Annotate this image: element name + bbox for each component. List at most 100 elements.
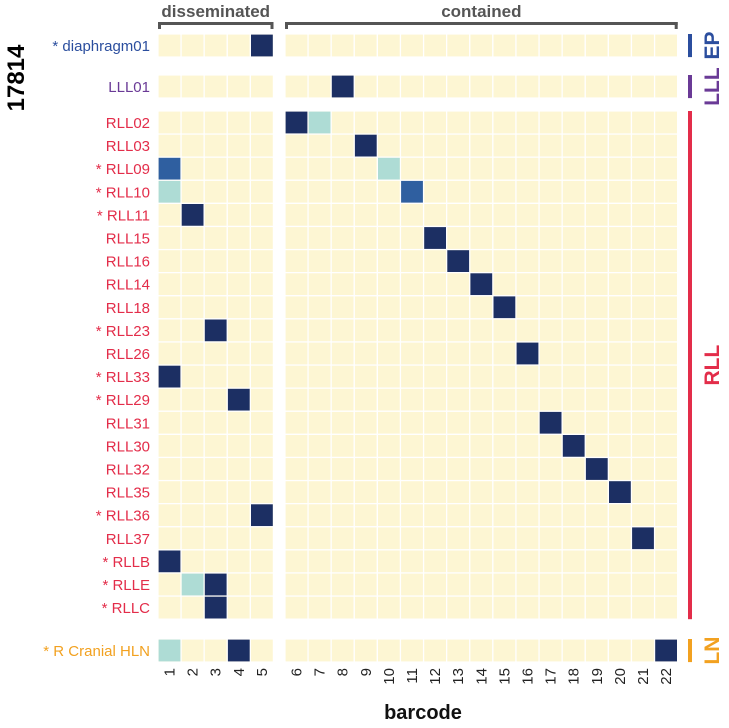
heatmap-cell-bg	[226, 341, 251, 366]
heatmap-cell-bg	[607, 133, 633, 158]
heatmap-cell-bg	[376, 110, 401, 135]
heatmap-cell-bg	[630, 572, 656, 597]
heatmap-cell-bg	[561, 638, 586, 663]
heatmap-cell-bg	[469, 410, 494, 435]
heatmap-cell-bg	[538, 595, 563, 620]
heatmap-cell-bg	[353, 387, 378, 412]
heatmap-cell-bg	[469, 480, 494, 505]
heatmap-cell-bg	[584, 595, 609, 620]
heatmap-cell-bg	[423, 341, 448, 366]
heatmap-cell-bg	[653, 433, 679, 458]
heatmap-cell-bg	[538, 364, 563, 389]
heatmap-cell-bg	[492, 179, 517, 204]
heatmap-cell-bg	[561, 410, 586, 435]
heatmap-cell-bg	[607, 549, 633, 574]
heatmap-cell-bg	[653, 595, 679, 620]
heatmap-cell-bg	[284, 638, 309, 663]
heatmap-cell-bg	[203, 480, 228, 505]
heatmap-cell-bg	[584, 74, 609, 99]
heatmap-cell-bg	[446, 595, 471, 620]
row-label: * RLL10	[96, 184, 150, 201]
heatmap-cell-bg	[446, 410, 471, 435]
heatmap-cell-bg	[584, 480, 609, 505]
row-label: RLL35	[106, 485, 150, 502]
heatmap-cell-bg	[330, 480, 355, 505]
heatmap-cell-bg	[423, 433, 448, 458]
heatmap-cell-bg	[157, 33, 182, 58]
heatmap-cell-bg	[226, 318, 251, 343]
heatmap-cell-bg	[630, 503, 656, 528]
heatmap-cell-bg	[249, 387, 274, 412]
heatmap-cell-bg	[353, 526, 378, 551]
heatmap-cell-high	[424, 227, 446, 249]
heatmap-cell-bg	[630, 179, 656, 204]
heatmap-cell-bg	[399, 341, 425, 366]
heatmap-cell-bg	[399, 225, 425, 251]
heatmap-cell-bg	[653, 110, 679, 135]
heatmap-cell-bg	[249, 249, 274, 274]
heatmap-cell-bg	[226, 480, 251, 505]
heatmap-cell-bg	[226, 595, 251, 620]
heatmap-cell-bg	[249, 341, 274, 366]
heatmap-cell-bg	[446, 456, 471, 482]
row-label: RLL18	[106, 300, 150, 317]
group-bar-EP	[688, 34, 692, 58]
heatmap-cell-bg	[226, 572, 251, 597]
x-tick-label: 18	[566, 668, 583, 685]
heatmap-cell-bg	[330, 272, 355, 297]
heatmap-cell-bg	[353, 225, 378, 251]
heatmap-cell-bg	[180, 341, 205, 366]
heatmap-cell-high	[470, 273, 493, 296]
heatmap-cell-bg	[157, 225, 182, 251]
panel-title-contained: contained	[441, 2, 521, 21]
heatmap-cell-bg	[376, 318, 401, 343]
heatmap-cell-bg	[353, 341, 378, 366]
heatmap-cell-bg	[630, 433, 656, 458]
heatmap-cell-bg	[307, 456, 332, 482]
heatmap-cell-bg	[630, 318, 656, 343]
heatmap-cell-low	[378, 157, 400, 180]
heatmap-cell-bg	[561, 595, 586, 620]
heatmap-cell-bg	[630, 341, 656, 366]
heatmap-cell-bg	[584, 110, 609, 135]
heatmap-cell-bg	[376, 225, 401, 251]
heatmap-cell-bg	[561, 549, 586, 574]
heatmap-cell-bg	[157, 318, 182, 343]
heatmap-cell-bg	[538, 638, 563, 663]
heatmap-cell-bg	[180, 110, 205, 135]
heatmap-cell-bg	[584, 249, 609, 274]
heatmap-cell-bg	[584, 364, 609, 389]
heatmap-cell-bg	[653, 202, 679, 227]
heatmap-cell-bg	[330, 33, 355, 58]
x-tick-label: 5	[254, 668, 271, 676]
heatmap-cell-bg	[330, 156, 355, 181]
heatmap-cell-bg	[607, 503, 633, 528]
heatmap-cell-bg	[607, 456, 633, 482]
heatmap-cell-bg	[515, 503, 540, 528]
heatmap-cell-bg	[469, 249, 494, 274]
heatmap-cell-bg	[203, 638, 228, 663]
heatmap-cell-bg	[353, 74, 378, 99]
heatmap-cell-bg	[584, 572, 609, 597]
heatmap-cell-bg	[561, 341, 586, 366]
heatmap-cell-bg	[538, 387, 563, 412]
heatmap-cell-bg	[446, 133, 471, 158]
heatmap-cell-bg	[446, 387, 471, 412]
heatmap-cell-bg	[538, 156, 563, 181]
heatmap-cell-bg	[353, 503, 378, 528]
heatmap-cell-bg	[607, 433, 633, 458]
heatmap-cell-bg	[180, 638, 205, 663]
heatmap-cell-bg	[584, 638, 609, 663]
heatmap-cell-high	[204, 596, 227, 619]
heatmap-cell-bg	[399, 526, 425, 551]
heatmap-cell-bg	[561, 572, 586, 597]
heatmap-cell-bg	[353, 410, 378, 435]
heatmap-cell-bg	[226, 433, 251, 458]
heatmap-cell-bg	[653, 549, 679, 574]
heatmap-cell-bg	[376, 364, 401, 389]
heatmap-cell-bg	[538, 249, 563, 274]
heatmap-cell-bg	[203, 202, 228, 227]
heatmap-cell-bg	[630, 225, 656, 251]
heatmap-cell-bg	[226, 110, 251, 135]
